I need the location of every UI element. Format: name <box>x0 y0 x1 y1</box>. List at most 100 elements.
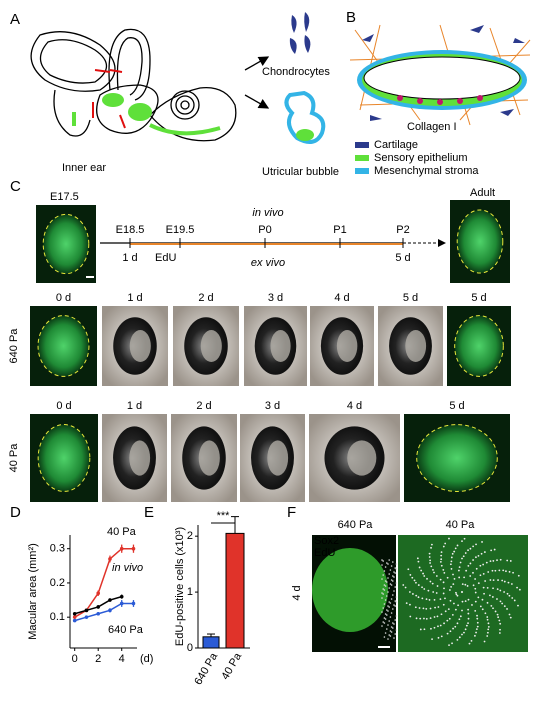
cell <box>394 567 397 569</box>
cell <box>451 613 454 616</box>
cell <box>479 564 482 567</box>
cell <box>381 611 383 613</box>
outline <box>37 315 90 377</box>
cell <box>417 596 420 599</box>
cell <box>425 617 428 620</box>
cell <box>428 599 431 601</box>
cell <box>402 584 405 586</box>
cell <box>498 632 501 634</box>
cell <box>429 562 431 564</box>
caption: 5 d <box>395 252 410 264</box>
cell <box>382 588 385 590</box>
cell <box>440 635 443 638</box>
cell <box>436 585 439 587</box>
cell <box>489 579 492 581</box>
cell <box>467 564 470 567</box>
legend-label: Mesenchymal stroma <box>374 165 479 177</box>
cell <box>456 622 459 625</box>
cell <box>465 569 468 572</box>
condition-label: 40 Pa <box>446 519 476 531</box>
cell <box>449 589 451 591</box>
cell <box>429 580 432 583</box>
cell <box>392 622 394 624</box>
cell <box>472 571 474 574</box>
cell <box>448 617 451 620</box>
point <box>84 608 89 613</box>
condition-label: 40 Pa <box>8 443 20 473</box>
day-label: 1 d <box>127 400 142 412</box>
cell <box>459 615 462 618</box>
cell <box>506 608 508 610</box>
cell <box>417 560 420 563</box>
cell <box>386 628 388 630</box>
cell <box>433 616 436 618</box>
cell <box>518 588 521 591</box>
cell <box>457 569 460 572</box>
cell <box>481 541 483 543</box>
cell <box>418 566 421 569</box>
cell <box>469 547 472 550</box>
center <box>405 330 427 362</box>
cell <box>394 572 397 574</box>
inner-ear-drawing <box>30 28 237 142</box>
caption: Utricular bubble <box>262 166 339 178</box>
cell <box>384 580 387 582</box>
stage-label: Adult <box>470 187 495 199</box>
x-tick-label: 2 <box>95 653 101 665</box>
cell <box>443 587 445 590</box>
cell <box>382 607 385 609</box>
bubble-icon <box>284 90 326 144</box>
stage-label: E19.5 <box>166 224 195 236</box>
cell <box>409 603 411 606</box>
cell <box>390 612 393 614</box>
cell <box>461 609 463 612</box>
cell <box>465 624 468 627</box>
center <box>336 330 358 362</box>
cell <box>444 610 447 613</box>
cell <box>486 586 489 589</box>
cell <box>419 628 422 631</box>
cell <box>496 559 498 562</box>
point <box>72 615 77 619</box>
stain-label: EdU <box>314 547 335 559</box>
cell <box>456 638 459 641</box>
cell <box>428 556 431 558</box>
image-area <box>30 200 528 652</box>
cell <box>421 597 424 600</box>
cell <box>386 595 388 597</box>
cell <box>492 560 495 562</box>
legend-swatch <box>355 155 369 161</box>
cell <box>499 628 501 631</box>
cell <box>470 639 473 642</box>
point <box>96 611 101 616</box>
cell <box>433 571 435 574</box>
cell <box>386 581 388 583</box>
caption: Inner ear <box>62 162 106 174</box>
cell <box>479 605 482 608</box>
cell <box>474 587 477 590</box>
cell <box>483 551 486 553</box>
cell <box>477 582 480 585</box>
cell <box>387 563 389 565</box>
cell <box>392 608 394 610</box>
cell <box>383 636 386 638</box>
cell <box>423 617 425 620</box>
tissue <box>38 424 90 492</box>
panel-label: D <box>10 504 21 521</box>
bubble-section <box>349 24 531 126</box>
cell <box>418 607 421 609</box>
cell <box>487 622 490 625</box>
cell <box>386 609 388 611</box>
cell <box>383 617 386 619</box>
caption: Collagen I <box>407 121 457 133</box>
cell <box>387 577 389 579</box>
cell <box>442 581 445 584</box>
cell <box>390 631 393 633</box>
cell <box>383 603 386 605</box>
cell <box>497 579 499 581</box>
cell <box>487 625 490 628</box>
cell <box>501 579 504 582</box>
center <box>129 440 151 476</box>
tissue <box>38 315 89 377</box>
